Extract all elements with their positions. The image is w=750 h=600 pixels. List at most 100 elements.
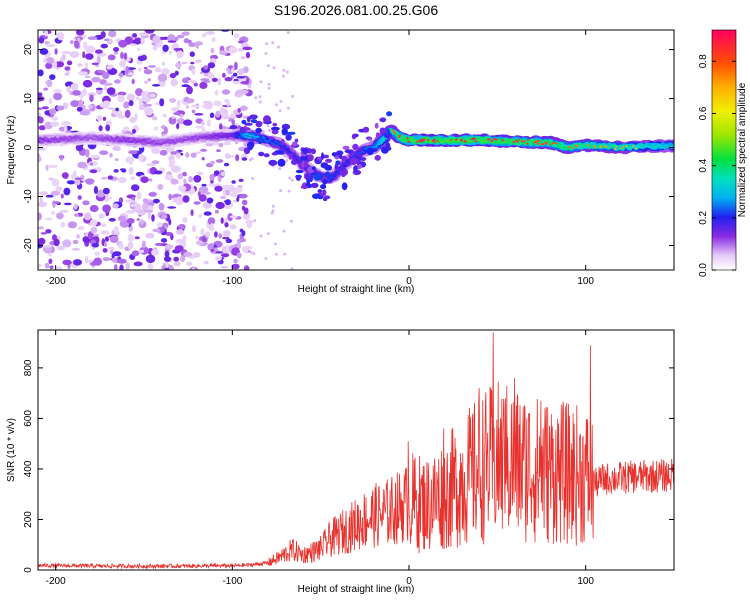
spectrogram-noise-blob xyxy=(84,75,91,79)
spectrogram-noise-blob xyxy=(196,171,204,175)
spectrogram-noise-blob xyxy=(233,258,238,264)
spectrogram-ridge-blob xyxy=(298,160,302,163)
spectrogram-ridge-blob xyxy=(411,137,414,140)
spectrogram-noise-blob xyxy=(152,84,161,87)
spectrogram-noise-blob xyxy=(241,246,250,253)
spectrogram-noise-blob xyxy=(38,92,43,97)
spectrogram-noise-blob xyxy=(48,164,58,168)
spectrogram-noise-blob xyxy=(231,180,236,184)
spectrogram-noise-blob xyxy=(219,107,225,115)
spectrogram-noise-blob xyxy=(106,87,116,95)
spectrogram-noise-blob xyxy=(76,106,83,112)
spectrogram-noise-blob xyxy=(76,234,80,239)
spectrogram-ridge-blob xyxy=(535,140,539,143)
spectrogram-ridge-blob xyxy=(568,147,572,150)
spectrogram-ridge-blob xyxy=(617,148,621,151)
spectrogram-noise-blob xyxy=(202,100,212,104)
spectrogram-noise-blob xyxy=(91,76,101,83)
spectrogram-noise-blob xyxy=(219,196,227,199)
spectrogram-noise-blob xyxy=(232,72,238,77)
spectrogram-ridge-blob xyxy=(178,137,182,140)
spectrogram-noise-blob xyxy=(236,196,240,202)
spectrogram-ridge-blob xyxy=(258,151,265,157)
spectrogram-ridge-blob xyxy=(344,149,354,154)
spectrogram-noise-blob xyxy=(151,160,160,165)
spectrogram-noise-blob xyxy=(163,126,168,135)
spectrogram-noise-blob xyxy=(198,214,202,218)
spectrogram-noise-blob xyxy=(199,81,208,89)
spectrogram-noise-blob xyxy=(214,209,219,214)
spectrogram-noise-blob xyxy=(247,85,252,89)
spectrogram-noise-blob xyxy=(134,236,140,240)
spectrogram-noise-blob xyxy=(82,88,87,97)
spectrogram-ridge-blob xyxy=(573,145,577,148)
spectrogram-noise-blob xyxy=(89,94,94,102)
spectrogram-ridge-blob xyxy=(386,111,393,117)
spectrogram-noise-blob xyxy=(112,251,122,257)
spectrogram-noise-blob xyxy=(238,89,249,95)
spectrogram-ridge-blob xyxy=(640,144,644,147)
spectrogram-ridge-blob xyxy=(572,144,575,147)
spectrogram-ridge-blob xyxy=(397,136,401,139)
spectrogram-noise-blob xyxy=(177,185,187,192)
snr-x-tick-label: 0 xyxy=(406,576,412,587)
spectrogram-noise-blob xyxy=(191,109,196,114)
spectrogram-ridge-blob xyxy=(611,146,615,149)
spectrogram-noise-blob xyxy=(95,87,103,91)
spectrogram-ridge-blob xyxy=(396,134,399,137)
spectrogram-noise-blob xyxy=(39,197,43,203)
spectrogram-ridge-blob xyxy=(307,154,314,162)
spectrogram-noise-blob xyxy=(250,157,254,160)
spectrogram-noise-blob xyxy=(38,237,46,245)
spectrogram-noise-blob xyxy=(151,116,158,121)
spectrogram-noise-blob xyxy=(79,111,90,116)
spectrogram-noise-blob xyxy=(75,30,85,36)
spectrogram-ridge-blob xyxy=(106,137,109,140)
spectrogram-ridge-blob xyxy=(133,138,136,141)
spectrogram-noise-blob xyxy=(62,259,72,266)
spectrogram-ridge-blob xyxy=(118,138,122,141)
spectrogram-ridge-blob xyxy=(83,136,86,139)
spectrogram-noise-blob xyxy=(203,260,209,265)
spectrogram-ridge-blob xyxy=(459,138,463,141)
snr-y-tick-label: 0 xyxy=(23,567,34,573)
spectrogram-noise-blob xyxy=(249,250,253,254)
spectrogram-noise-blob xyxy=(125,156,135,164)
spectrogram-noise-blob xyxy=(75,144,84,152)
spectrogram-noise-blob xyxy=(228,65,233,69)
spectrogram-noise-blob xyxy=(132,128,136,134)
spectrogram-noise-blob xyxy=(182,171,187,177)
spectrogram-noise-blob xyxy=(174,245,184,252)
spectrogram-noise-blob xyxy=(217,77,222,86)
spectrogram-ridge-blob xyxy=(94,138,97,141)
spectrogram-noise-blob xyxy=(176,123,180,130)
spectrogram-noise-blob xyxy=(282,229,286,233)
spectrogram-noise-blob xyxy=(125,262,130,270)
spectrogram-noise-blob xyxy=(240,105,248,111)
spectrogram-noise-blob xyxy=(100,31,106,39)
spectrogram-ridge-blob xyxy=(330,176,333,179)
spectrogram-noise-blob xyxy=(134,113,138,121)
spectrogram-noise-blob xyxy=(213,101,222,107)
spectrogram-noise-blob xyxy=(38,201,48,208)
spectrogram-noise-blob xyxy=(178,223,186,230)
spectrogram-ridge-blob xyxy=(305,173,310,181)
spectrogram-noise-blob xyxy=(201,120,205,126)
spectrogram-noise-blob xyxy=(70,83,77,89)
spectrogram-ridge-blob xyxy=(68,135,72,138)
spectrogram-ridge-blob xyxy=(353,165,358,172)
spectrogram-ridge-blob xyxy=(304,160,309,168)
spectrogram-noise-blob xyxy=(203,65,209,70)
spectrogram-ridge-blob xyxy=(232,134,235,137)
snr-x-tick-label: 100 xyxy=(577,576,594,587)
spectrogram-ridge-blob xyxy=(425,137,429,140)
spectrogram-noise-blob xyxy=(220,217,224,224)
spectrogram-ridge-blob xyxy=(392,130,396,133)
spectrogram-noise-blob xyxy=(85,53,94,60)
spectrogram-noise-blob xyxy=(74,179,81,186)
spectrogram-ridge-blob xyxy=(241,119,247,125)
spectrogram-noise-blob xyxy=(290,178,294,182)
spectrogram-ridge-blob xyxy=(583,144,586,146)
spectrogram-noise-blob xyxy=(215,159,224,163)
spectrogram-ridge-blob xyxy=(566,148,569,151)
